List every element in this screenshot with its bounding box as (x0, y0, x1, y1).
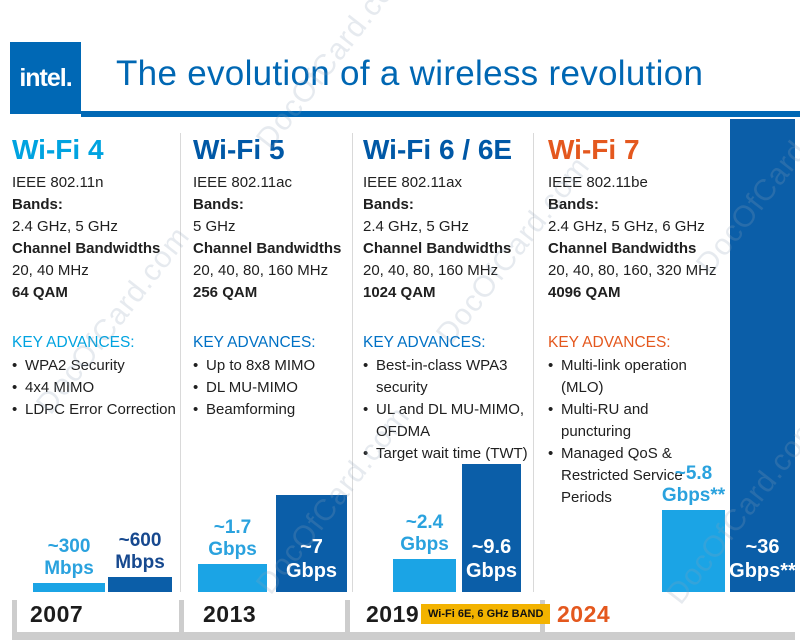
bar-wifi7-dark (730, 119, 795, 592)
bar-value-label-wifi7-light: ~5.8 Gbps** (640, 463, 747, 507)
bar-value-label-wifi5-dark: ~7 Gbps (276, 535, 347, 583)
year-2019: 2019 (366, 601, 420, 627)
wifi7-standard: IEEE 802.11be (548, 174, 648, 191)
list-item: Multi-RU and puncturing (548, 399, 718, 443)
list-item: Multi-link operation (MLO) (548, 355, 718, 399)
list-item: LDPC Error Correction (12, 399, 184, 421)
wifi4-column: Wi-Fi 4 IEEE 802.11n Bands: 2.4 GHz, 5 G… (12, 134, 184, 422)
wifi6-qam: 1024 QAM (363, 284, 436, 301)
bar-wifi5-light (198, 564, 267, 592)
wifi7-title: Wi-Fi 7 (548, 134, 640, 165)
year-2007: 2007 (30, 601, 84, 627)
bar-value-unit: Gbps (400, 534, 449, 555)
wifi6-column: Wi-Fi 6 / 6E IEEE 802.11ax Bands: 2.4 GH… (363, 134, 535, 466)
bar-value-unit: Mbps (44, 558, 94, 579)
bar-value-label-wifi4-light: ~300 Mbps (13, 536, 125, 580)
intel-logo: intel. (10, 42, 81, 114)
bar-value-label-wifi4-dark: ~600 Mbps (86, 530, 194, 574)
bar-value-amount: ~5.8 (674, 463, 713, 484)
bar-wifi6-dark (462, 464, 521, 592)
header-rule (81, 111, 800, 117)
wifi5-title: Wi-Fi 5 (193, 134, 285, 165)
wifi6-key-advances-label: KEY ADVANCES: (363, 334, 486, 351)
wifi6-standard: IEEE 802.11ax (363, 174, 462, 191)
wifi4-qam: 64 QAM (12, 284, 68, 301)
wifi7-bands-label: Bands: (548, 196, 599, 213)
wifi4-bands-label: Bands: (12, 196, 63, 213)
bar-value-amount: ~7 (300, 536, 323, 558)
bar-value-unit: Gbps (208, 539, 257, 560)
wifi6e-band-badge: Wi-Fi 6E, 6 GHz BAND (421, 604, 551, 624)
year-2013: 2013 (203, 601, 257, 627)
bar-value-amount: ~1.7 (213, 517, 252, 538)
list-item: Beamforming (193, 399, 353, 421)
wifi7-column: Wi-Fi 7 IEEE 802.11be Bands: 2.4 GHz, 5 … (548, 135, 758, 509)
wifi7-bands: 2.4 GHz, 5 GHz, 6 GHz (548, 218, 705, 235)
bar-value-amount: ~600 (118, 530, 162, 551)
bar-value-unit: Gbps** (729, 560, 796, 582)
bar-wifi4-dark (108, 577, 172, 592)
wifi7-qam: 4096 QAM (548, 284, 621, 301)
list-item: Target wait time (TWT) (363, 443, 535, 465)
bar-value-amount: ~9.6 (471, 536, 512, 558)
wifi4-channels: 20, 40 MHz (12, 262, 89, 279)
wifi4-title: Wi-Fi 4 (12, 134, 104, 165)
wifi6-title: Wi-Fi 6 / 6E (363, 134, 513, 165)
wifi5-column: Wi-Fi 5 IEEE 802.11ac Bands: 5 GHz Chann… (193, 134, 353, 422)
bar-value-unit: Gbps (285, 560, 338, 582)
bar-value-unit: Gbps** (661, 485, 726, 506)
intel-logo-text: intel. (19, 63, 72, 92)
wifi7-channel-label: Channel Bandwidths (548, 240, 697, 257)
list-item: WPA2 Security (12, 355, 184, 377)
timeline-tick (179, 600, 184, 633)
list-item: 4x4 MIMO (12, 377, 184, 399)
wifi4-key-advances-label: KEY ADVANCES: (12, 334, 135, 351)
wifi5-key-advances-list: Up to 8x8 MIMO DL MU-MIMO Beamforming (193, 355, 353, 421)
page-title: The evolution of a wireless revolution (116, 54, 704, 93)
list-item: Best-in-class WPA3 security (363, 355, 535, 399)
bar-value-label-wifi6-dark: ~9.6 Gbps (456, 535, 527, 583)
wifi7-channels: 20, 40, 80, 160, 320 MHz (548, 262, 717, 279)
bar-value-amount: ~2.4 (405, 512, 444, 533)
bar-wifi4-light (33, 583, 105, 592)
timeline-tick (345, 600, 350, 633)
list-item: UL and DL MU-MIMO, OFDMA (363, 399, 535, 443)
wifi7-key-advances-label: KEY ADVANCES: (548, 334, 671, 351)
list-item: DL MU-MIMO (193, 377, 353, 399)
wifi6-bands-label: Bands: (363, 196, 414, 213)
bar-value-amount: ~36 (745, 536, 780, 558)
bar-wifi6-light (393, 559, 456, 592)
wifi6-channel-label: Channel Bandwidths (363, 240, 512, 257)
bar-value-amount: ~300 (47, 536, 91, 557)
wifi4-standard: IEEE 802.11n (12, 174, 104, 191)
bar-value-label-wifi6-light: ~2.4 Gbps (373, 512, 476, 556)
timeline-baseline (12, 632, 795, 640)
wifi5-bands-label: Bands: (193, 196, 244, 213)
wifi5-channel-label: Channel Bandwidths (193, 240, 342, 257)
wifi5-channels: 20, 40, 80, 160 MHz (193, 262, 329, 279)
wifi4-key-advances-list: WPA2 Security 4x4 MIMO LDPC Error Correc… (12, 355, 184, 421)
list-item: Up to 8x8 MIMO (193, 355, 353, 377)
wifi5-bands: 5 GHz (193, 218, 236, 235)
wifi4-bands: 2.4 GHz, 5 GHz (12, 218, 118, 235)
timeline-tick (12, 600, 17, 633)
bar-value-label-wifi7-dark: ~36 Gbps** (726, 535, 799, 583)
bar-value-label-wifi5-light: ~1.7 Gbps (183, 517, 282, 561)
list-item: Managed QoS & Restricted Service Periods (548, 443, 718, 509)
wifi7-key-advances-list: Multi-link operation (MLO) Multi-RU and … (548, 355, 718, 509)
bar-wifi7-light (662, 510, 725, 592)
wifi4-channel-label: Channel Bandwidths (12, 240, 161, 257)
year-2024: 2024 (557, 601, 611, 627)
wifi6-key-advances-list: Best-in-class WPA3 security UL and DL MU… (363, 355, 535, 465)
bar-wifi5-dark (276, 495, 347, 592)
wifi5-qam: 256 QAM (193, 284, 258, 301)
wifi5-standard: IEEE 802.11ac (193, 174, 292, 191)
bar-value-unit: Gbps (465, 560, 518, 582)
bar-value-unit: Mbps (115, 552, 165, 573)
wifi6-channels: 20, 40, 80, 160 MHz (363, 262, 499, 279)
wifi6-bands: 2.4 GHz, 5 GHz (363, 218, 469, 235)
wifi5-key-advances-label: KEY ADVANCES: (193, 334, 316, 351)
